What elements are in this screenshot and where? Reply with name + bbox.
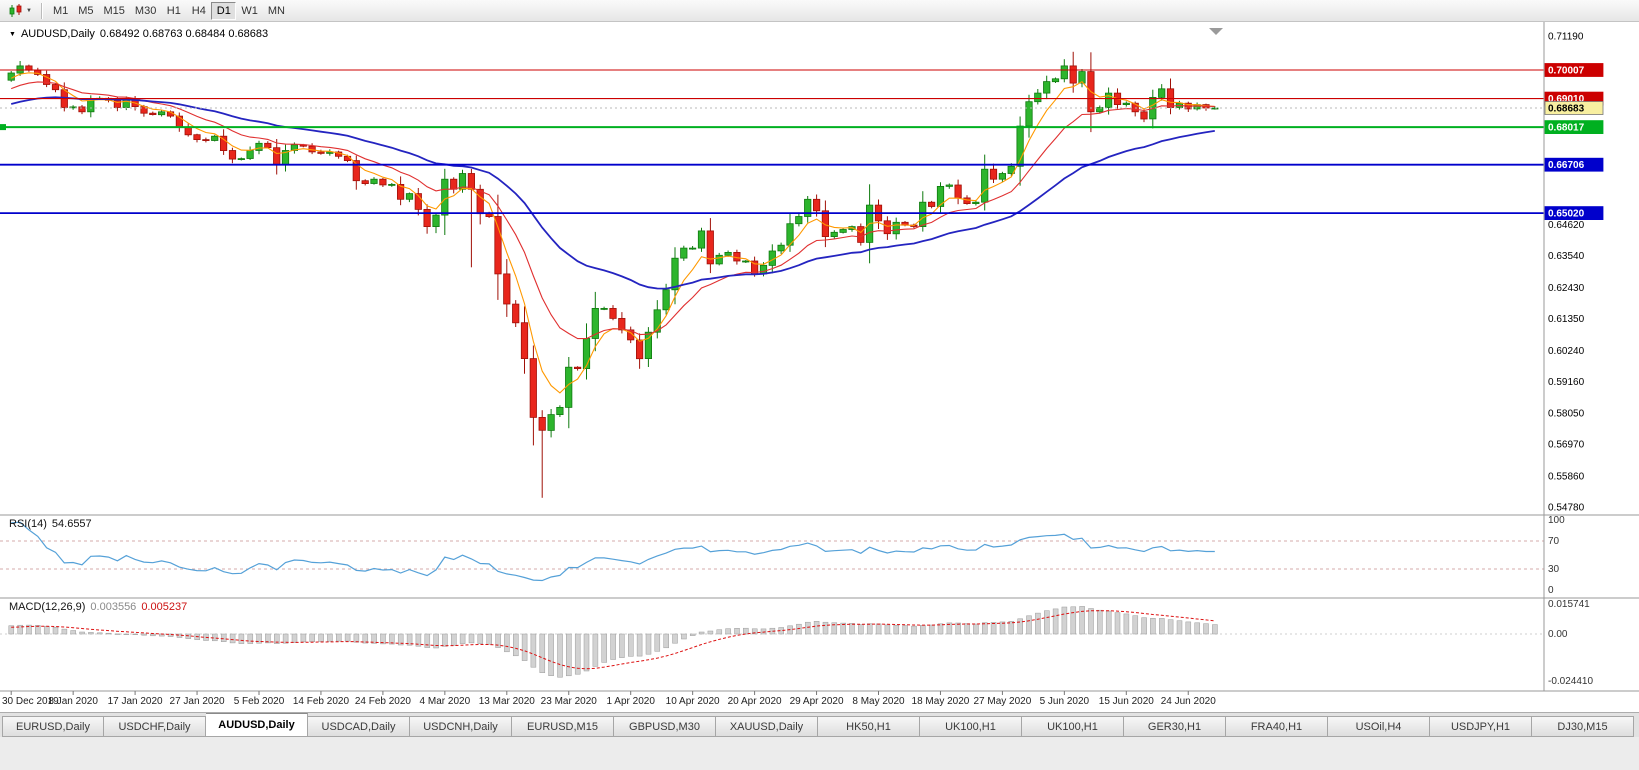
svg-text:13 Mar 2020: 13 Mar 2020 xyxy=(479,696,536,707)
period-button-M30[interactable]: M30 xyxy=(134,4,157,17)
svg-text:20 Apr 2020: 20 Apr 2020 xyxy=(728,696,782,707)
macd-main-value: 0.003556 xyxy=(90,601,137,613)
chart-tab-USDCAD-Daily[interactable]: USDCAD,Daily xyxy=(308,716,410,737)
chart-tab-AUDUSD-Daily[interactable]: AUDUSD,Daily xyxy=(206,713,308,737)
status-strip xyxy=(0,737,1639,770)
svg-text:10 Apr 2020: 10 Apr 2020 xyxy=(666,696,720,707)
chart-tab-GER30-H1[interactable]: GER30,H1 xyxy=(1124,716,1226,737)
chart-tab-USDCNH-Daily[interactable]: USDCNH,Daily xyxy=(410,716,512,737)
svg-text:0.54780: 0.54780 xyxy=(1548,503,1585,514)
chart-tab-USDCHF-Daily[interactable]: USDCHF,Daily xyxy=(104,716,206,737)
chart-ohlc-values: 0.68492 0.68763 0.68484 0.68683 xyxy=(99,28,269,40)
svg-text:100: 100 xyxy=(1548,515,1565,526)
rsi-indicator-label: RSI(14) 54.6557 xyxy=(9,518,97,530)
chart-tab-UK100-H1[interactable]: UK100,H1 xyxy=(1022,716,1124,737)
chart-tab-DJ30-M15[interactable]: DJ30,M15 xyxy=(1532,716,1634,737)
period-button-H1[interactable]: H1 xyxy=(166,4,181,17)
svg-text:0.62430: 0.62430 xyxy=(1548,283,1585,294)
chart-tab-USDJPY-H1[interactable]: USDJPY,H1 xyxy=(1430,716,1532,737)
svg-text:8 Jan 2020: 8 Jan 2020 xyxy=(48,696,98,707)
svg-text:23 Mar 2020: 23 Mar 2020 xyxy=(541,696,598,707)
macd-signal-value: 0.005237 xyxy=(141,601,188,613)
svg-text:8 May 2020: 8 May 2020 xyxy=(852,696,905,707)
chevron-down-icon: ▼ xyxy=(26,7,32,14)
svg-text:27 May 2020: 27 May 2020 xyxy=(973,696,1031,707)
svg-text:27 Jan 2020: 27 Jan 2020 xyxy=(170,696,225,707)
svg-text:0.66706: 0.66706 xyxy=(1548,160,1585,171)
svg-text:0.015741: 0.015741 xyxy=(1548,599,1590,610)
svg-text:-0.024410: -0.024410 xyxy=(1548,676,1593,687)
chart-tabs-bar: EURUSD,Daily USDCHF,Daily AUDUSD,Daily USDC… xyxy=(0,712,1639,737)
chart-tab-UK100-H1[interactable]: UK100,H1 xyxy=(920,716,1022,737)
svg-text:0.71190: 0.71190 xyxy=(1548,32,1584,43)
macd-indicator-label: MACD(12,26,9) 0.003556 0.005237 xyxy=(9,601,192,613)
line-anchor-marker xyxy=(0,124,6,131)
svg-text:0.00: 0.00 xyxy=(1548,629,1568,640)
svg-text:24 Jun 2020: 24 Jun 2020 xyxy=(1161,696,1216,707)
chart-window[interactable]: 100 70 30 0 0.015741 0.00 -0.024410 30 Dec 2019… xyxy=(0,22,1639,712)
quick-trade-arrow-icon[interactable]: ▼ xyxy=(9,30,16,38)
svg-text:70: 70 xyxy=(1548,536,1560,547)
svg-text:17 Jan 2020: 17 Jan 2020 xyxy=(108,696,163,707)
price-scale[interactable]: 0.71190 0.64620 0.63540 0.62430 0.61350 0.602… xyxy=(1544,32,1604,514)
period-button-M15[interactable]: M15 xyxy=(103,4,125,17)
svg-text:5 Jun 2020: 5 Jun 2020 xyxy=(1040,696,1090,707)
period-button-D1[interactable]: D1 xyxy=(211,1,237,20)
svg-text:30 Dec 2019: 30 Dec 2019 xyxy=(2,696,59,707)
svg-text:0.59160: 0.59160 xyxy=(1548,377,1585,388)
svg-text:29 Apr 2020: 29 Apr 2020 xyxy=(790,696,844,707)
period-button-MN[interactable]: MN xyxy=(267,4,285,17)
chart-symbol-timeframe: AUDUSD,Daily xyxy=(20,28,95,40)
rsi-line xyxy=(11,521,1215,582)
chart-type-dropdown[interactable]: ▼ xyxy=(4,2,36,20)
rsi-value: 54.6557 xyxy=(51,518,92,530)
chart-tab-HK50-H1[interactable]: HK50,H1 xyxy=(818,716,920,737)
svg-text:15 Jun 2020: 15 Jun 2020 xyxy=(1099,696,1154,707)
svg-text:0.65020: 0.65020 xyxy=(1548,209,1585,220)
period-button-M5[interactable]: M5 xyxy=(78,4,94,17)
chart-tab-XAUUSD-Daily[interactable]: XAUUSD,Daily xyxy=(716,716,818,737)
svg-text:4 Mar 2020: 4 Mar 2020 xyxy=(420,696,471,707)
chart-title: ▼ AUDUSD,Daily 0.68492 0.68763 0.68484 0… xyxy=(9,28,268,40)
chart-tab-FRA40-H1[interactable]: FRA40,H1 xyxy=(1226,716,1328,737)
svg-text:0.64620: 0.64620 xyxy=(1548,220,1585,231)
timeframe-buttons: M1 M5 M15 M30 H1 H4 D1 W1 MN xyxy=(48,1,290,20)
period-button-H4[interactable]: H4 xyxy=(191,4,206,17)
macd-name: MACD(12,26,9) xyxy=(9,601,86,613)
chart-tab-GBPUSD-M30[interactable]: GBPUSD,M30 xyxy=(614,716,716,737)
svg-text:0.56970: 0.56970 xyxy=(1548,440,1585,451)
toolbar-separator xyxy=(40,2,43,19)
svg-text:0: 0 xyxy=(1548,585,1554,596)
svg-text:0.70007: 0.70007 xyxy=(1548,66,1585,77)
svg-text:0.55860: 0.55860 xyxy=(1548,472,1585,483)
chart-shift-marker xyxy=(1209,28,1223,35)
chart-tab-EURUSD-Daily[interactable]: EURUSD,Daily xyxy=(2,716,104,737)
chart-tab-USOil-H4[interactable]: USOil,H4 xyxy=(1328,716,1430,737)
period-button-W1[interactable]: W1 xyxy=(241,4,258,17)
svg-text:1 Apr 2020: 1 Apr 2020 xyxy=(607,696,656,707)
svg-text:0.61350: 0.61350 xyxy=(1548,314,1585,325)
svg-text:0.68683: 0.68683 xyxy=(1548,104,1585,115)
svg-text:24 Feb 2020: 24 Feb 2020 xyxy=(355,696,412,707)
ma-34-line xyxy=(10,96,1215,290)
ma-13-line xyxy=(11,81,1215,340)
svg-text:30: 30 xyxy=(1548,564,1560,575)
period-button-M1[interactable]: M1 xyxy=(52,4,69,17)
chart-tab-EURUSD-M15[interactable]: EURUSD,M15 xyxy=(512,716,614,737)
candlestick-chart-icon xyxy=(9,3,22,17)
svg-text:0.68017: 0.68017 xyxy=(1548,123,1585,134)
price-chart-canvas[interactable]: 100 70 30 0 0.015741 0.00 -0.024410 30 Dec 2019… xyxy=(0,22,1639,712)
svg-text:0.63540: 0.63540 xyxy=(1548,251,1585,262)
top-toolbar: ▼ M1 M5 M15 M30 H1 H4 D1 W1 MN xyxy=(0,0,1639,22)
horizontal-lines xyxy=(0,69,1544,215)
svg-text:18 May 2020: 18 May 2020 xyxy=(912,696,970,707)
svg-text:0.58050: 0.58050 xyxy=(1548,409,1585,420)
svg-text:0.60240: 0.60240 xyxy=(1548,346,1585,357)
svg-text:0.69010: 0.69010 xyxy=(1548,94,1585,105)
macd-signal-line xyxy=(11,610,1215,670)
rsi-name: RSI(14) xyxy=(9,518,47,530)
svg-text:5 Feb 2020: 5 Feb 2020 xyxy=(234,696,285,707)
svg-text:14 Feb 2020: 14 Feb 2020 xyxy=(293,696,350,707)
